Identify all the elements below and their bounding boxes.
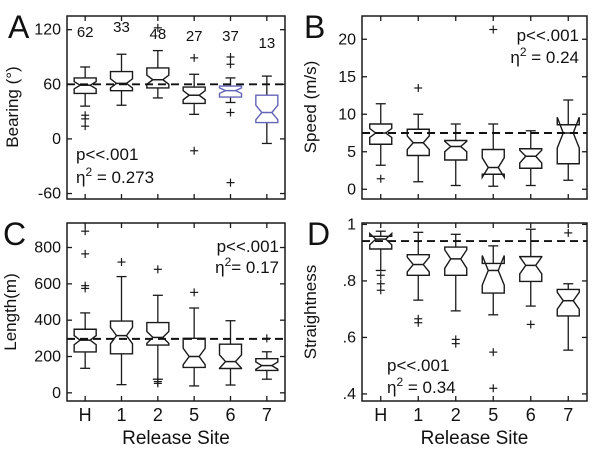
y-tick-label: 0 [52, 385, 61, 402]
x-axis-label: Release Site [421, 428, 529, 449]
sample-count-label: 13 [258, 35, 275, 52]
y-tick-label: 60 [43, 76, 61, 93]
notched-box [218, 85, 243, 98]
y-axis-label: Straightness [301, 265, 320, 360]
notched-box [444, 139, 468, 161]
x-tick-label: H [374, 405, 387, 425]
x-tick-label: 5 [488, 405, 498, 425]
y-axis-label: Speed (m/s) [301, 61, 320, 154]
notched-box [218, 343, 243, 370]
notched-box [146, 321, 170, 346]
notched-box [182, 337, 206, 369]
y-tick-label: 120 [34, 22, 61, 39]
notched-box [369, 123, 393, 145]
notched-box [444, 246, 468, 276]
x-tick-label: 1 [413, 405, 423, 425]
y-tick-label: 600 [34, 276, 61, 293]
y-axis-label: Length(m) [1, 273, 20, 350]
notched-box [109, 320, 134, 355]
y-tick-label: 5 [347, 144, 356, 161]
y-tick-label: .6 [343, 329, 356, 346]
axes-frame [361, 222, 588, 402]
notched-box [519, 148, 543, 169]
notched-box [519, 255, 543, 283]
y-tick-label: .8 [343, 273, 356, 290]
panel-letter: C [3, 216, 26, 252]
sample-count-label: 27 [186, 28, 203, 45]
x-axis-label: Release Site [122, 428, 230, 449]
sample-count-label: 62 [77, 24, 94, 41]
y-tick-label: -60 [38, 186, 61, 203]
x-tick-label: 1 [116, 405, 126, 425]
stat-annotation: p<<.001 [76, 145, 138, 164]
y-tick-label: 400 [34, 312, 61, 329]
x-tick-label: 2 [451, 405, 461, 425]
sample-count-label: 37 [222, 28, 239, 45]
stat-annotation: p<<.001 [217, 237, 279, 256]
y-tick-label: .4 [343, 386, 356, 403]
y-tick-label: 15 [338, 69, 356, 86]
x-tick-label: 7 [563, 405, 573, 425]
notched-box [556, 117, 580, 165]
y-tick-label: 200 [34, 349, 61, 366]
stat-annotation: η2 = 0.273 [76, 165, 154, 187]
axes-frame [66, 15, 286, 200]
panel-letter: A [8, 9, 30, 45]
notched-box [109, 70, 134, 92]
sample-count-label: 48 [149, 26, 166, 43]
y-tick-label: 10 [338, 106, 356, 123]
notched-box [481, 148, 505, 180]
stat-annotation: η2 = 0.34 [387, 375, 456, 397]
notched-box [255, 357, 279, 372]
x-tick-label: 6 [526, 405, 536, 425]
stat-annotation: p<<.001 [387, 356, 449, 375]
y-axis-label: Bearing (°) [3, 66, 22, 147]
y-tick-label: 1 [347, 216, 356, 233]
axes-frame [361, 15, 588, 200]
stat-annotation: η2= 0.17 [215, 255, 279, 277]
panel-letter: B [304, 9, 325, 45]
x-tick-label: 6 [225, 405, 235, 425]
y-tick-label: 0 [347, 181, 356, 198]
x-tick-label: H [79, 405, 92, 425]
y-tick-label: 20 [338, 31, 356, 48]
notched-box [255, 94, 279, 124]
notched-box [556, 288, 580, 317]
x-tick-label: 2 [153, 405, 163, 425]
sample-count-label: 33 [113, 19, 130, 36]
x-tick-label: 5 [189, 405, 199, 425]
panel-letter: D [307, 216, 330, 252]
x-tick-label: 7 [262, 405, 272, 425]
stat-annotation: p<<.001 [517, 26, 579, 45]
y-tick-label: 0 [52, 131, 61, 148]
y-tick-label: 800 [34, 240, 61, 257]
stat-annotation: η2 = 0.24 [510, 45, 579, 67]
axes-frame [66, 222, 286, 402]
